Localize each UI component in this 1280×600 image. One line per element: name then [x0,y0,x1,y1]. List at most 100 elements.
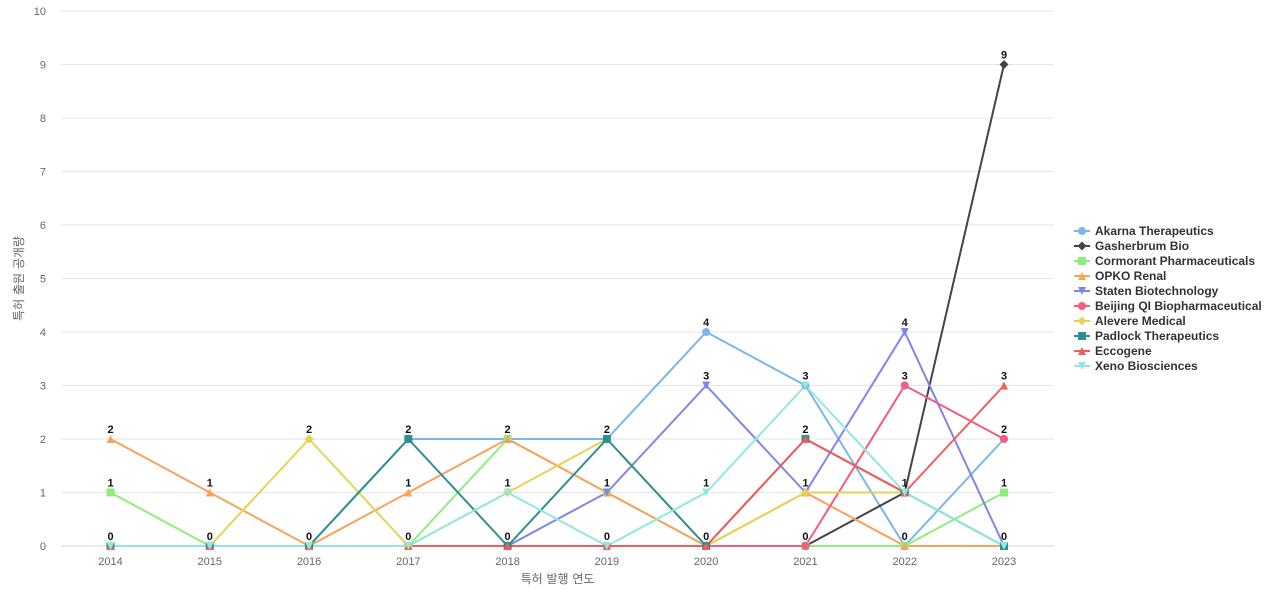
series-lines [110,64,1005,547]
data-point [1000,381,1008,390]
data-point [702,381,711,390]
x-tick-label: 2014 [98,556,122,568]
data-point [305,542,314,550]
data-point [503,542,512,550]
data-label: 0 [902,531,908,543]
legend-item[interactable]: Xeno Biosciences [1074,359,1198,373]
legend-marker [1078,302,1086,310]
series-markers [106,60,1009,551]
data-label: 0 [306,531,312,543]
y-tick-label: 9 [40,60,46,72]
legend-label: Eccogene [1095,344,1152,358]
data-label: 1 [902,478,908,490]
legend-item[interactable]: Akarna Therapeutics [1074,224,1214,238]
data-point [602,542,611,550]
legend-label: Staten Biotechnology [1095,284,1219,298]
data-point [801,381,810,390]
legend-label: Cormorant Pharmaceuticals [1095,254,1255,268]
x-tick-label: 2017 [396,556,420,568]
data-label: 2 [306,424,312,436]
data-point [304,434,314,444]
legend-item[interactable]: Gasherbrum Bio [1074,239,1189,253]
y-tick-label: 10 [34,6,46,18]
data-label: 9 [1001,50,1007,62]
data-point [702,542,711,550]
data-point [1000,435,1008,443]
data-point [404,435,413,443]
y-tick-label: 8 [40,113,46,125]
data-point [602,435,611,443]
data-point [106,435,115,443]
data-label: 2 [405,424,411,436]
y-tick-label: 5 [40,274,46,286]
data-point [801,542,810,550]
legend-item[interactable]: Eccogene [1074,344,1152,358]
data-point [602,488,611,497]
x-tick-label: 2019 [595,556,619,568]
data-label: 3 [703,371,709,383]
data-label: 0 [107,531,113,543]
data-label: 2 [107,424,113,436]
y-axis-ticks: 0 1 2 3 4 5 6 7 8 9 10 [34,6,46,553]
data-point [404,542,413,550]
data-label: 0 [802,531,808,543]
data-label: 0 [207,531,213,543]
data-point [205,542,214,550]
data-label: 0 [1001,531,1007,543]
x-tick-label: 2016 [297,556,321,568]
legend-item[interactable]: Beijing QI Biopharmaceutical [1074,299,1262,313]
data-label: 4 [902,317,909,329]
data-label: 2 [604,424,610,436]
data-label: 1 [107,478,113,490]
legend-item[interactable]: Cormorant Pharmaceuticals [1074,254,1255,268]
legend-marker [1078,272,1086,280]
data-label: 2 [802,424,808,436]
y-tick-label: 2 [40,434,46,446]
legend-item[interactable]: OPKO Renal [1074,269,1166,283]
data-point [702,328,711,336]
y-tick-label: 3 [40,381,46,393]
x-axis-title: 특허 발행 연도 [521,571,595,586]
data-label: 2 [505,424,511,436]
x-tick-label: 2018 [495,556,519,568]
data-point [503,488,512,497]
legend-label: Gasherbrum Bio [1095,239,1189,253]
data-label: 3 [802,371,808,383]
data-point [801,435,810,443]
data-point [900,488,909,497]
data-point [800,488,810,497]
legend-item[interactable]: Staten Biotechnology [1074,284,1219,298]
legend-item[interactable]: Padlock Therapeutics [1074,329,1219,343]
legend-label: OPKO Renal [1095,269,1166,283]
y-tick-label: 4 [40,327,46,339]
x-tick-label: 2020 [694,556,718,568]
y-tick-label: 6 [40,220,46,232]
data-point [900,542,909,550]
legend-marker [1078,227,1086,235]
data-point [1000,542,1008,550]
data-point [205,488,214,497]
y-tick-label: 7 [40,167,46,179]
x-tick-label: 2015 [198,556,222,568]
legend-marker [1078,332,1086,340]
legend-marker [1078,257,1086,265]
data-label: 2 [1001,424,1007,436]
legend-item[interactable]: Alevere Medical [1074,314,1186,328]
data-label: 0 [505,531,511,543]
data-point [1000,488,1008,497]
y-tick-label: 0 [40,541,46,553]
legend-label: Akarna Therapeutics [1095,224,1214,238]
data-point [106,488,115,497]
data-label: 3 [1001,371,1007,383]
y-tick-label: 1 [40,488,46,500]
data-label: 1 [1001,478,1007,490]
x-tick-label: 2022 [892,556,916,568]
data-point [702,488,711,497]
data-label: 0 [405,531,411,543]
data-point [999,60,1009,69]
data-label: 1 [802,478,808,490]
data-label: 1 [703,478,709,490]
data-label: 1 [207,478,213,490]
